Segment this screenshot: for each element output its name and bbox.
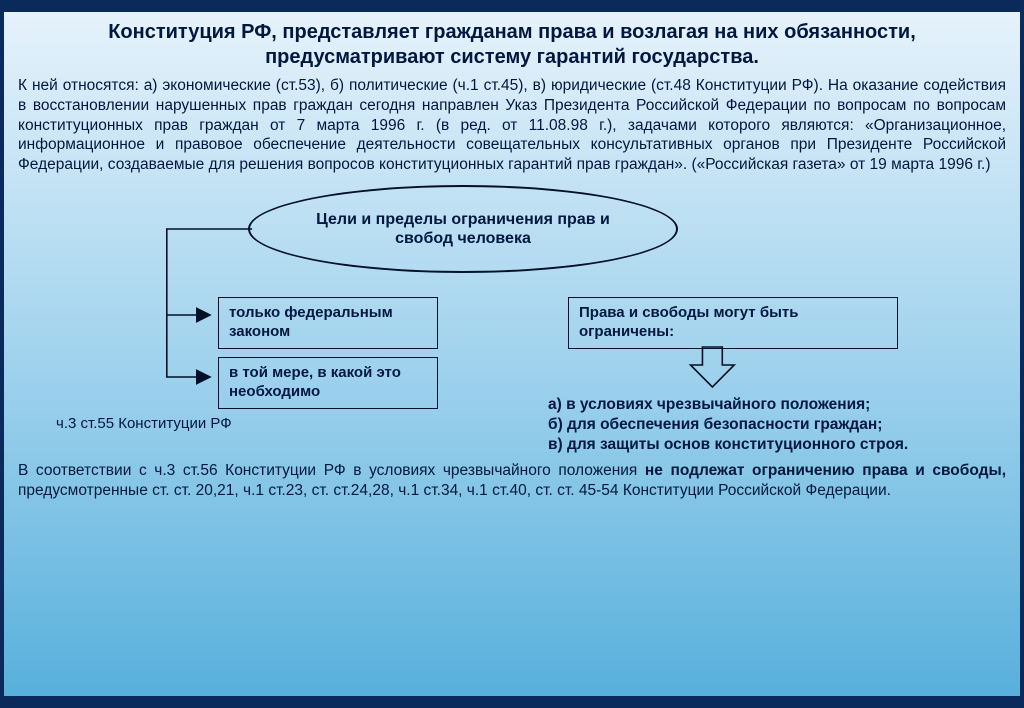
footer-text-2: предусмотренные ст. ст. 20,21, ч.1 ст.23… xyxy=(18,482,891,499)
slide-title: Конституция РФ, представляет гражданам п… xyxy=(18,20,1006,70)
list-item-c: в) для защиты основ конституционного стр… xyxy=(548,435,1008,455)
box-rights-limited: Права и свободы могут быть ограничены: xyxy=(568,297,898,349)
box-federal-law: только федеральным законом xyxy=(218,297,438,349)
box-necessary-extent: в той мере, в какой это необходимо xyxy=(218,357,438,409)
caption-article-55: ч.3 ст.55 Конституции РФ xyxy=(56,415,232,432)
ellipse-goals: Цели и пределы ограничения прав и свобод… xyxy=(248,185,678,273)
intro-paragraph: К ней относятся: а) экономические (ст.53… xyxy=(18,76,1006,175)
footer-paragraph: В соответствии с ч.3 ст.56 Конституции Р… xyxy=(18,461,1006,501)
slide-frame: Конституция РФ, представляет гражданам п… xyxy=(0,0,1024,708)
footer-bold: не подлежат ограничению права и свободы, xyxy=(645,462,1006,479)
footer-text-1: В соответствии с ч.3 ст.56 Конституции Р… xyxy=(18,462,645,479)
limitation-conditions-list: а) в условиях чрезвычайного положения; б… xyxy=(548,395,1008,455)
diagram-area: Цели и пределы ограничения прав и свобод… xyxy=(18,179,1006,459)
list-item-b: б) для обеспечения безопасности граждан; xyxy=(548,415,1008,435)
list-item-a: а) в условиях чрезвычайного положения; xyxy=(548,395,1008,415)
ellipse-label: Цели и пределы ограничения прав и свобод… xyxy=(290,210,636,248)
